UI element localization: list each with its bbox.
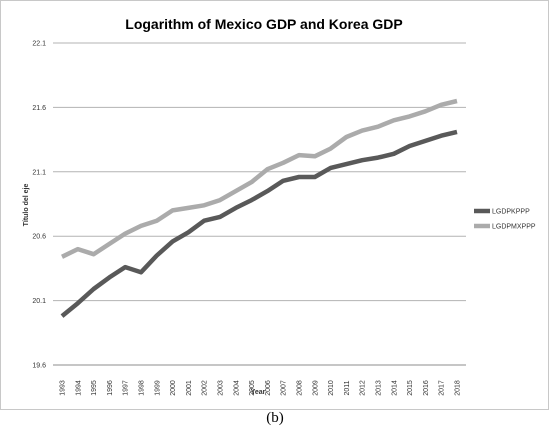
x-tick-label: 1993 xyxy=(60,380,67,396)
series-line-lgdpkppp xyxy=(60,129,458,318)
x-tick-label: 2013 xyxy=(376,380,383,396)
y-tick-label: 20.1 xyxy=(32,298,46,305)
series-line-lgdpmxppp xyxy=(61,98,458,259)
x-tick-label: 1999 xyxy=(154,380,161,396)
x-tick-label: 2010 xyxy=(328,380,335,396)
x-tick-label: 2003 xyxy=(218,380,225,396)
x-tick-label: 1995 xyxy=(91,380,98,396)
x-axis-label: Year xyxy=(251,389,266,396)
legend-label: LGDPMXPPP xyxy=(492,224,536,231)
chart-frame xyxy=(0,0,549,410)
y-tick-label: 20.6 xyxy=(32,234,46,241)
x-tick-label: 2004 xyxy=(233,380,240,396)
x-tick-label: 2007 xyxy=(281,380,288,396)
x-tick-label: 1994 xyxy=(75,380,82,396)
x-tick-label: 2008 xyxy=(297,380,304,396)
y-tick-label: 21.6 xyxy=(32,105,46,112)
x-tick-label: 2014 xyxy=(391,380,398,396)
x-tick-label: 2011 xyxy=(344,380,351,395)
x-tick-label: 2018 xyxy=(455,380,462,396)
x-tick-label: 1998 xyxy=(139,380,146,396)
x-tick-label: 2009 xyxy=(312,380,319,396)
line-chart: Logarithm of Mexico GDP and Korea GDP 19… xyxy=(23,16,536,396)
x-tick-label: 2006 xyxy=(265,380,272,396)
x-tick-label: 2005 xyxy=(249,380,256,396)
y-tick-label: 21.1 xyxy=(32,169,46,176)
y-axis-label: Título del eje xyxy=(23,184,30,227)
x-tick-label: 2001 xyxy=(186,380,193,396)
x-tick-label: 2012 xyxy=(360,380,367,396)
x-tick-label: 1997 xyxy=(123,380,130,396)
x-tick-label: 2017 xyxy=(439,380,446,396)
legend-label: LGDPKPPP xyxy=(492,209,530,216)
x-tick-label: 1996 xyxy=(107,380,114,396)
figure-caption: (b) xyxy=(266,410,284,426)
x-tick-label: 2002 xyxy=(202,380,209,396)
y-tick-label: 22.1 xyxy=(32,41,46,48)
chart-title: Logarithm of Mexico GDP and Korea GDP xyxy=(125,16,402,32)
x-tick-label: 2015 xyxy=(407,380,414,396)
x-tick-label: 2000 xyxy=(170,380,177,396)
x-tick-label: 2016 xyxy=(423,380,430,396)
y-tick-label: 19.6 xyxy=(32,363,46,370)
